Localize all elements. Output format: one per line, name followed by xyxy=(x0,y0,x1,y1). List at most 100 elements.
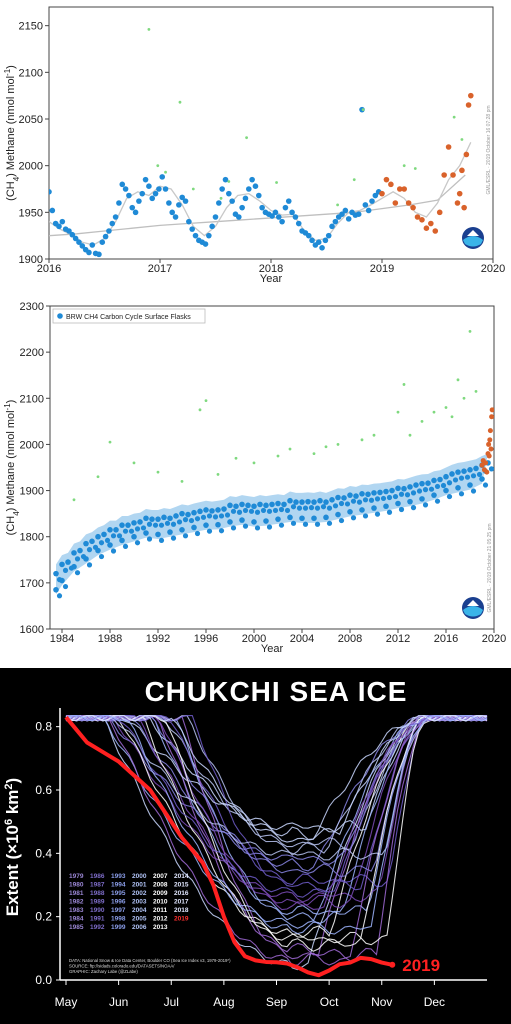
data-point xyxy=(355,211,362,217)
data-point xyxy=(59,561,65,568)
data-point-recent xyxy=(379,190,385,197)
data-point xyxy=(176,202,182,208)
year-line xyxy=(66,715,488,966)
data-point xyxy=(233,503,239,510)
data-point xyxy=(347,508,353,515)
y-tick-label: 0.2 xyxy=(35,910,52,924)
data-point-recent xyxy=(488,446,494,452)
data-point-recent xyxy=(486,441,492,447)
x-tick-label: 2017 xyxy=(148,263,172,275)
data-point-outlier xyxy=(288,447,292,451)
data-point-recent xyxy=(489,414,494,420)
data-point-outlier xyxy=(132,461,136,465)
x-tick-label: Sep xyxy=(266,995,288,1009)
data-point xyxy=(440,482,447,489)
data-point xyxy=(350,515,357,521)
data-point xyxy=(221,506,227,512)
legend-year: 2001 xyxy=(132,882,147,889)
data-point xyxy=(281,501,287,508)
data-point xyxy=(176,519,183,525)
data-point xyxy=(269,501,275,508)
y-tick-label: 0.8 xyxy=(35,720,52,734)
data-point xyxy=(189,226,195,232)
year-legend: 1979 1986 1993 2000 2007 2014 1980 1987 1994 2001… xyxy=(69,873,189,931)
legend-year: 1982 xyxy=(69,899,84,906)
data-point xyxy=(383,488,389,495)
data-point xyxy=(282,204,289,211)
legend-year: 1986 xyxy=(90,873,105,880)
data-point xyxy=(170,535,177,541)
data-point xyxy=(119,537,125,544)
data-point xyxy=(272,507,279,514)
data-point-outlier xyxy=(72,498,76,502)
data-point xyxy=(419,480,425,487)
data-point xyxy=(53,586,59,593)
year-line xyxy=(65,715,488,866)
data-point-recent xyxy=(410,204,416,211)
data-point xyxy=(209,223,215,230)
data-point xyxy=(215,521,221,528)
data-point-outlier xyxy=(252,461,256,465)
data-point xyxy=(152,190,159,197)
data-point xyxy=(344,501,351,507)
data-point xyxy=(431,477,437,484)
x-tick-label: 2019 xyxy=(370,263,394,275)
x-tick-label: 1988 xyxy=(98,633,122,645)
data-point xyxy=(222,176,229,183)
data-point xyxy=(59,218,66,225)
data-point xyxy=(212,514,219,520)
data-point xyxy=(292,214,299,220)
y-axis-label: (CH4) Methane (nmol mol-1) xyxy=(3,65,21,201)
legend-year: 2011 xyxy=(153,907,167,914)
data-point xyxy=(170,521,177,527)
x-tick-label: Nov xyxy=(371,995,392,1009)
legend-year: 1983 xyxy=(69,907,84,914)
year-line xyxy=(65,715,488,840)
data-point xyxy=(407,484,413,490)
data-point xyxy=(242,507,249,514)
data-point xyxy=(359,491,365,497)
data-point-outlier xyxy=(432,410,436,414)
x-tick-label: 1984 xyxy=(50,633,74,645)
y-tick-label: 2000 xyxy=(20,439,44,451)
data-point-outlier xyxy=(216,473,220,476)
data-point xyxy=(309,237,315,244)
data-point xyxy=(236,509,243,515)
data-point-outlier xyxy=(180,479,184,483)
data-point xyxy=(49,189,52,195)
data-point-outlier xyxy=(420,419,424,423)
y-tick-label: 1800 xyxy=(20,532,44,544)
data-point-outlier xyxy=(361,108,365,112)
data-point xyxy=(65,559,71,565)
legend-year: 1999 xyxy=(111,924,126,931)
data-point-outlier xyxy=(396,410,400,414)
data-point xyxy=(342,207,349,214)
y-tick-label: 0.4 xyxy=(35,846,52,860)
data-point xyxy=(110,548,117,554)
data-point xyxy=(179,510,185,517)
data-point-recent xyxy=(465,102,472,108)
data-point xyxy=(284,507,291,514)
data-point-outlier xyxy=(452,115,456,119)
data-point xyxy=(395,500,401,507)
data-point xyxy=(365,207,372,214)
legend-year: 1998 xyxy=(111,916,126,923)
data-point xyxy=(251,503,257,510)
x-tick-label: 2020 xyxy=(481,263,505,275)
y-axis-label: (CH4) Methane (nmol mol-1) xyxy=(3,400,21,536)
data-point xyxy=(71,550,77,556)
data-layer xyxy=(53,329,494,599)
data-point xyxy=(279,218,285,225)
data-point xyxy=(259,204,265,211)
legend-year: 1987 xyxy=(90,882,105,889)
data-point xyxy=(192,232,199,239)
data-point xyxy=(146,521,153,527)
data-point xyxy=(434,498,441,504)
credit-line: GRAPHIC: Zachary Labe (@ZLabe) xyxy=(69,969,138,974)
data-point xyxy=(305,498,311,505)
year-line xyxy=(65,715,488,909)
legend-year: 1992 xyxy=(90,924,105,931)
x-tick-label: 2000 xyxy=(242,633,266,645)
data-point xyxy=(215,507,221,513)
noaa-logo-wave-icon xyxy=(463,606,483,617)
